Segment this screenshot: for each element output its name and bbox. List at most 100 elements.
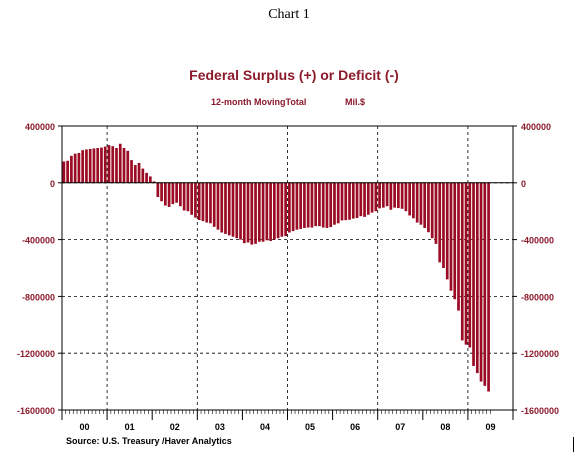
- data-bar: [269, 182, 272, 242]
- data-bar: [427, 182, 430, 233]
- data-bar: [336, 182, 340, 224]
- data-bar: [137, 162, 141, 183]
- data-bar: [81, 150, 85, 183]
- data-bar: [291, 182, 295, 232]
- data-bar: [272, 182, 276, 240]
- data-bar: [314, 182, 318, 227]
- data-bar: [73, 153, 77, 183]
- data-bar: [366, 182, 370, 215]
- x-tick-label: 03: [215, 422, 225, 432]
- data-bar: [235, 182, 239, 239]
- data-bar: [351, 182, 355, 219]
- data-bar: [254, 182, 257, 244]
- data-bar: [130, 160, 133, 183]
- data-bar: [141, 168, 145, 183]
- data-bar: [333, 182, 336, 225]
- data-bar: [464, 182, 468, 345]
- data-bar: [378, 182, 381, 209]
- data-bar: [96, 148, 100, 183]
- data-bar: [220, 182, 224, 233]
- data-bar: [370, 182, 374, 213]
- data-bar: [374, 182, 378, 212]
- x-tick-label: 08: [440, 422, 450, 432]
- data-bar: [70, 155, 73, 183]
- data-bar: [156, 182, 160, 197]
- data-bar: [133, 165, 137, 183]
- data-bar: [164, 182, 167, 206]
- data-bar: [423, 182, 427, 228]
- data-bar: [397, 182, 400, 209]
- data-bar: [303, 182, 306, 228]
- data-bar: [261, 182, 265, 242]
- data-bar: [284, 182, 287, 237]
- data-bar: [194, 182, 197, 218]
- data-bar: [126, 150, 130, 183]
- data-bar: [239, 182, 242, 240]
- data-bar: [100, 147, 103, 183]
- y-tick-label-left: 400000: [25, 122, 55, 132]
- source-note: Source: U.S. Treasury /Haver Analytics: [66, 436, 232, 446]
- text-cursor: [573, 437, 574, 452]
- data-bar: [329, 182, 333, 228]
- data-bar: [186, 182, 190, 212]
- data-bar: [242, 182, 246, 244]
- data-bar: [171, 182, 175, 205]
- data-bar: [434, 182, 438, 244]
- data-bar: [77, 152, 81, 183]
- y-tick-label-right: -800000: [521, 292, 554, 302]
- data-bar: [280, 182, 284, 237]
- x-tick-label: 09: [485, 422, 495, 432]
- data-bar: [201, 182, 205, 222]
- data-bar: [66, 160, 69, 183]
- data-bar: [295, 182, 299, 230]
- data-bar: [118, 143, 122, 183]
- data-bar: [355, 182, 359, 219]
- data-bar: [487, 182, 490, 392]
- data-bar: [310, 182, 314, 228]
- data-bar: [197, 182, 201, 220]
- data-bar: [257, 182, 261, 242]
- y-tick-label-left: -400000: [22, 236, 55, 246]
- data-bar: [209, 182, 212, 224]
- data-bar: [445, 182, 449, 280]
- data-bar: [325, 182, 329, 228]
- y-tick-label-right: 400000: [521, 122, 551, 132]
- y-tick-label-right: -1600000: [521, 406, 559, 416]
- data-bar: [145, 172, 148, 183]
- data-bar: [250, 182, 254, 245]
- data-bar: [227, 182, 231, 236]
- x-tick-label: 05: [305, 422, 315, 432]
- data-bar: [88, 149, 92, 183]
- data-bar: [103, 146, 107, 183]
- data-bar: [111, 146, 115, 183]
- x-tick-label: 07: [395, 422, 405, 432]
- data-bar: [430, 182, 434, 239]
- x-tick-label: 02: [170, 422, 180, 432]
- data-bar: [359, 182, 363, 217]
- page-header: Chart 1: [268, 7, 310, 22]
- chart-title: Federal Surplus (+) or Deficit (-): [189, 67, 399, 83]
- data-bar: [415, 182, 419, 223]
- data-bar: [449, 182, 453, 291]
- data-bar: [276, 182, 280, 239]
- y-tick-label-right: 0: [521, 179, 526, 189]
- data-bar: [340, 182, 344, 221]
- data-bar: [122, 148, 126, 183]
- x-tick-label: 04: [260, 422, 270, 432]
- y-tick-label-right: -400000: [521, 236, 554, 246]
- chart-subtitle-units: Mil.$: [345, 97, 365, 107]
- data-bar: [265, 182, 269, 241]
- data-bar: [457, 182, 460, 311]
- data-bar: [231, 182, 235, 237]
- data-bar: [419, 182, 423, 225]
- chart-subtitle-left: 12-month MovingTotal: [211, 97, 306, 107]
- bars: [62, 143, 490, 392]
- data-bar: [412, 182, 415, 219]
- data-bar: [212, 182, 216, 227]
- y-tick-label-left: -1600000: [17, 406, 55, 416]
- data-bar: [306, 182, 310, 228]
- data-bar: [224, 182, 227, 234]
- x-tick-label: 06: [350, 422, 360, 432]
- data-bar: [190, 182, 194, 215]
